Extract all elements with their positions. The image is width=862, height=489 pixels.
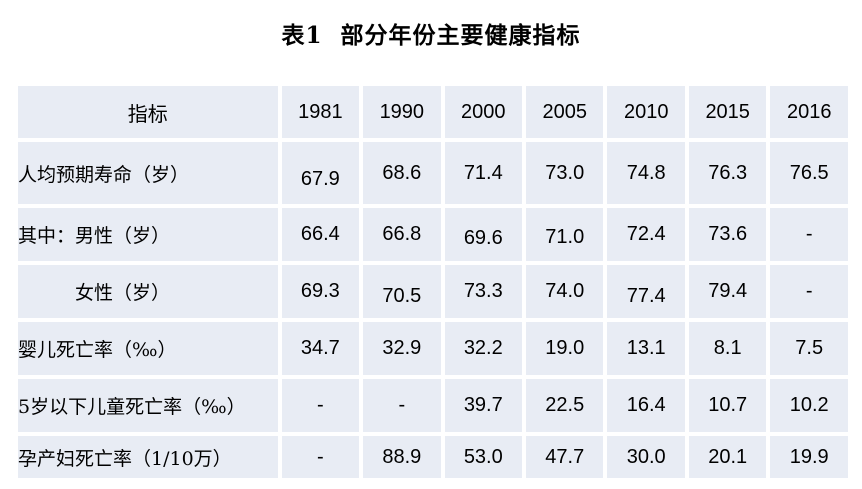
data-cell: 71.4 xyxy=(444,142,523,204)
data-cell: 69.3 xyxy=(281,265,360,318)
data-cell: 67.9 xyxy=(281,142,360,204)
table-title: 表1 部分年份主要健康指标 xyxy=(281,22,581,49)
column-header-1981: 1981 xyxy=(281,86,360,138)
row-label: 婴儿死亡率（‰） xyxy=(18,322,278,375)
data-cell: 73.6 xyxy=(688,208,767,261)
data-cell: 79.4 xyxy=(688,265,767,318)
data-cell: - xyxy=(281,379,360,432)
row-label: 其中：男性（岁） xyxy=(18,208,278,261)
column-header-2015: 2015 xyxy=(688,86,767,138)
data-cell: 39.7 xyxy=(444,379,523,432)
data-cell: 74.0 xyxy=(526,265,604,318)
row-label: 孕产妇死亡率（1/10万） xyxy=(18,436,278,478)
data-cell: 77.4 xyxy=(607,265,685,318)
data-cell: 7.5 xyxy=(770,322,848,375)
table-row-infant-mortality: 婴儿死亡率（‰） 34.7 32.9 32.2 19.0 13.1 8.1 7.… xyxy=(18,322,848,375)
column-header-1990: 1990 xyxy=(363,86,441,138)
row-label: 5岁以下儿童死亡率（‰） xyxy=(18,379,278,432)
data-cell: 73.3 xyxy=(444,265,523,318)
data-cell: 19.0 xyxy=(526,322,604,375)
data-cell: - xyxy=(770,208,848,261)
data-cell: 8.1 xyxy=(688,322,767,375)
data-cell: 34.7 xyxy=(281,322,360,375)
health-indicators-table: 指标 1981 1990 2000 2005 2010 2015 2016 人均… xyxy=(14,82,852,482)
data-cell: 20.1 xyxy=(688,436,767,478)
data-cell: 76.3 xyxy=(688,142,767,204)
data-cell: 66.4 xyxy=(281,208,360,261)
column-header-2010: 2010 xyxy=(607,86,685,138)
data-cell: - xyxy=(363,379,441,432)
data-cell: 72.4 xyxy=(607,208,685,261)
data-cell: 32.9 xyxy=(363,322,441,375)
column-header-indicator: 指标 xyxy=(18,86,278,138)
data-cell: 32.2 xyxy=(444,322,523,375)
column-header-2016: 2016 xyxy=(770,86,848,138)
column-header-2005: 2005 xyxy=(526,86,604,138)
data-cell: 66.8 xyxy=(363,208,441,261)
data-cell: - xyxy=(281,436,360,478)
data-cell: 71.0 xyxy=(526,208,604,261)
data-cell: 70.5 xyxy=(363,265,441,318)
data-cell: 30.0 xyxy=(607,436,685,478)
data-cell: 69.6 xyxy=(444,208,523,261)
data-cell: 73.0 xyxy=(526,142,604,204)
data-cell: 10.2 xyxy=(770,379,848,432)
column-header-2000: 2000 xyxy=(444,86,523,138)
table-row-life-expectancy: 人均预期寿命（岁） 67.9 68.6 71.4 73.0 74.8 76.3 … xyxy=(18,142,848,204)
table-row-maternal-mortality: 孕产妇死亡率（1/10万） - 88.9 53.0 47.7 30.0 20.1… xyxy=(18,436,848,478)
data-cell: 88.9 xyxy=(363,436,441,478)
row-label: 人均预期寿命（岁） xyxy=(18,142,278,204)
table-row-under5-mortality: 5岁以下儿童死亡率（‰） - - 39.7 22.5 16.4 10.7 10.… xyxy=(18,379,848,432)
data-cell: 22.5 xyxy=(526,379,604,432)
data-cell: 13.1 xyxy=(607,322,685,375)
data-cell: 76.5 xyxy=(770,142,848,204)
data-cell: 74.8 xyxy=(607,142,685,204)
row-label: 女性（岁） xyxy=(18,265,278,318)
data-cell: 47.7 xyxy=(526,436,604,478)
data-cell: 68.6 xyxy=(363,142,441,204)
data-cell: 53.0 xyxy=(444,436,523,478)
document-page: 表1 部分年份主要健康指标 指标 1981 1990 2000 2005 201… xyxy=(0,16,862,489)
data-cell: 10.7 xyxy=(688,379,767,432)
header-row: 指标 1981 1990 2000 2005 2010 2015 2016 xyxy=(18,86,848,138)
data-cell: 19.9 xyxy=(770,436,848,478)
table-row-female-life-expectancy: 女性（岁） 69.3 70.5 73.3 74.0 77.4 79.4 - xyxy=(18,265,848,318)
data-cell: - xyxy=(770,265,848,318)
table-row-male-life-expectancy: 其中：男性（岁） 66.4 66.8 69.6 71.0 72.4 73.6 - xyxy=(18,208,848,261)
data-cell: 16.4 xyxy=(607,379,685,432)
